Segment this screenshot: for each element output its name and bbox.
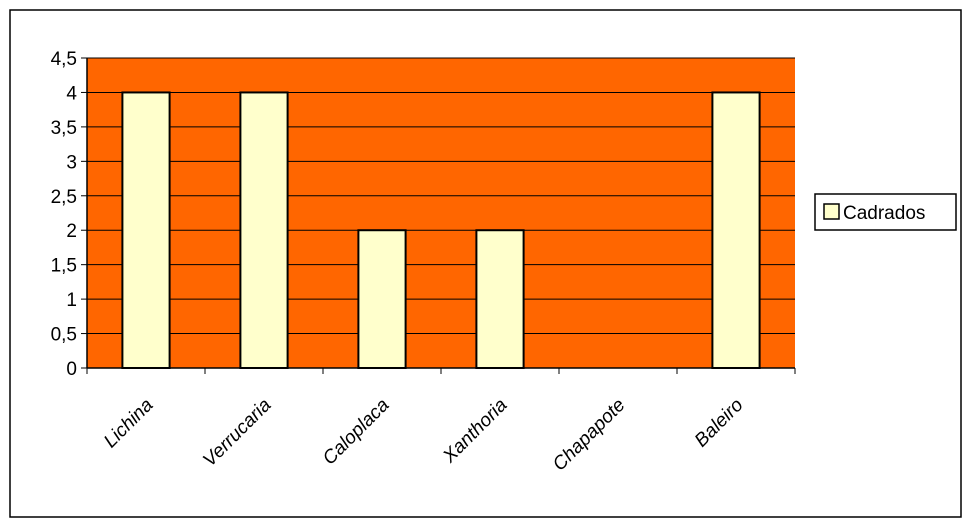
legend-swatch (823, 203, 840, 220)
plot-area (87, 58, 795, 368)
y-tick-label: 3,5 (51, 118, 77, 139)
y-tick-label: 0,5 (51, 325, 77, 346)
y-tick-label: 1,5 (51, 256, 77, 277)
gridlines (87, 57, 795, 335)
bar-verrucaria (239, 91, 289, 369)
y-tick-label: 4 (66, 83, 77, 104)
bar-lichina (121, 91, 171, 369)
y-tick-label: 2,5 (51, 187, 77, 208)
y-tick-label: 4,5 (51, 49, 77, 70)
bars (121, 91, 761, 369)
y-tick-label: 1 (66, 290, 77, 311)
bar-baleiro (711, 91, 761, 369)
y-axis: 0 0,5 1 1,5 2 2,5 3 3,5 4 4,5 (51, 49, 88, 380)
legend-label: Cadrados (843, 203, 925, 224)
y-tick-label: 3 (66, 152, 77, 173)
legend: Cadrados (814, 193, 957, 231)
bar-xanthoria (475, 229, 525, 369)
y-tick-label: 2 (66, 221, 77, 242)
bar-caloplaca (357, 229, 407, 369)
y-tick-label: 0 (66, 359, 77, 380)
